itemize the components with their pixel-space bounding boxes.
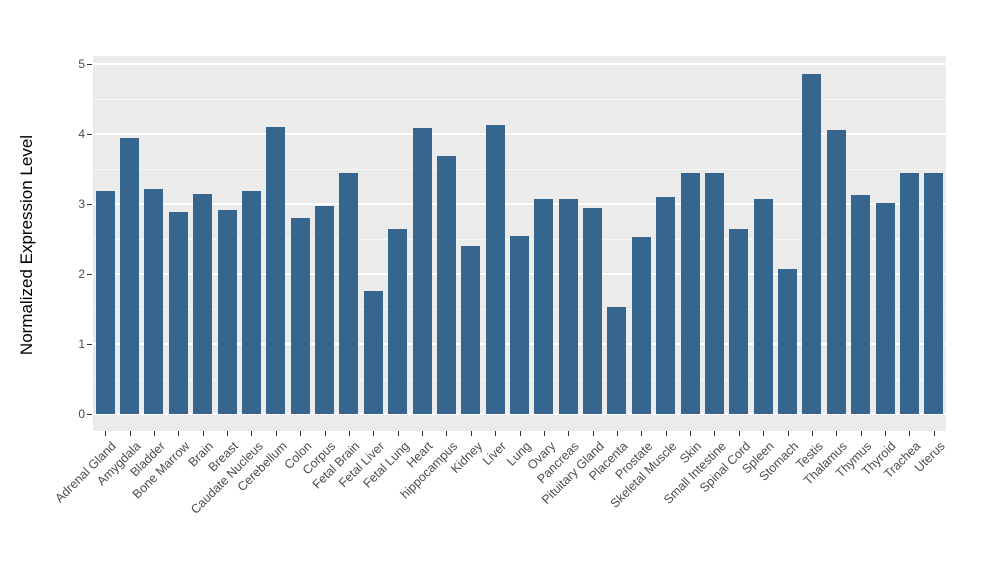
x-tick-mark — [275, 431, 277, 436]
bar — [193, 193, 213, 414]
bar — [509, 235, 529, 414]
gridline-major — [93, 413, 946, 415]
bar — [607, 306, 627, 414]
y-tick-mark — [87, 274, 92, 275]
bar — [656, 197, 676, 414]
gridline-major — [93, 63, 946, 65]
x-tick-mark — [495, 431, 497, 436]
bar — [802, 73, 822, 414]
bar — [826, 129, 846, 414]
bar — [363, 290, 383, 414]
bar — [315, 206, 335, 414]
x-tick-mark — [324, 431, 326, 436]
y-tick-mark — [87, 414, 92, 415]
bar — [778, 269, 798, 414]
x-tick-mark — [470, 431, 472, 436]
y-axis-title: Normalized Expression Level — [17, 134, 36, 356]
plot-panel — [93, 56, 946, 431]
x-tick-mark — [300, 431, 302, 436]
bar — [95, 190, 115, 414]
bar — [534, 199, 554, 414]
x-tick-mark — [397, 431, 399, 436]
bar — [583, 207, 603, 414]
y-tick-label: 4 — [78, 127, 85, 141]
x-tick-mark — [616, 431, 618, 436]
bar — [120, 137, 140, 414]
x-tick-mark — [909, 431, 911, 436]
bar — [241, 190, 261, 414]
x-tick-mark — [811, 431, 813, 436]
x-tick-mark — [933, 431, 935, 436]
x-tick-mark — [373, 431, 375, 436]
bar — [753, 199, 773, 414]
y-tick-label: 1 — [78, 337, 85, 351]
x-tick-mark — [592, 431, 594, 436]
bar — [461, 246, 481, 414]
gridline-major — [93, 133, 946, 135]
x-tick-mark — [129, 431, 131, 436]
x-tick-mark — [105, 431, 107, 436]
x-tick-mark — [787, 431, 789, 436]
bar — [558, 199, 578, 414]
y-tick-label: 2 — [78, 267, 85, 281]
y-tick-label: 5 — [78, 57, 85, 71]
bar — [704, 172, 724, 414]
bar — [875, 203, 895, 414]
bar — [168, 212, 188, 414]
gridline-minor — [93, 98, 946, 100]
bar — [680, 173, 700, 414]
x-tick-mark — [860, 431, 862, 436]
bar — [388, 228, 408, 414]
bar — [144, 189, 164, 414]
y-tick-mark — [87, 64, 92, 65]
y-tick-mark — [87, 204, 92, 205]
x-tick-mark — [665, 431, 667, 436]
bar — [290, 218, 310, 414]
x-tick-mark — [690, 431, 692, 436]
x-tick-mark — [714, 431, 716, 436]
x-tick-mark — [763, 431, 765, 436]
bar — [924, 172, 944, 414]
x-tick-mark — [446, 431, 448, 436]
x-tick-mark — [178, 431, 180, 436]
bar — [631, 236, 651, 414]
bar — [339, 173, 359, 414]
x-tick-mark — [227, 431, 229, 436]
x-tick-mark — [153, 431, 155, 436]
bar — [266, 127, 286, 414]
x-tick-mark — [543, 431, 545, 436]
bar — [217, 210, 237, 414]
gridline-major — [93, 203, 946, 205]
bar — [851, 194, 871, 414]
x-tick-mark — [885, 431, 887, 436]
x-tick-mark — [348, 431, 350, 436]
x-tick-mark — [202, 431, 204, 436]
x-tick-mark — [422, 431, 423, 436]
bar — [436, 156, 456, 414]
bar — [412, 127, 432, 414]
y-tick-label: 3 — [78, 197, 85, 211]
y-tick-label: 0 — [78, 407, 85, 421]
bar — [485, 124, 505, 414]
x-tick-mark — [519, 431, 521, 436]
y-tick-mark — [87, 134, 92, 135]
bar — [899, 172, 919, 414]
x-tick-mark — [568, 431, 570, 436]
x-tick-mark — [836, 431, 838, 436]
bar — [729, 228, 749, 414]
x-tick-mark — [641, 431, 643, 436]
y-tick-mark — [87, 344, 92, 345]
x-tick-mark — [738, 431, 740, 436]
gridline-minor — [93, 168, 946, 170]
x-tick-mark — [251, 431, 253, 436]
x-tick-label: Liver — [479, 439, 510, 469]
